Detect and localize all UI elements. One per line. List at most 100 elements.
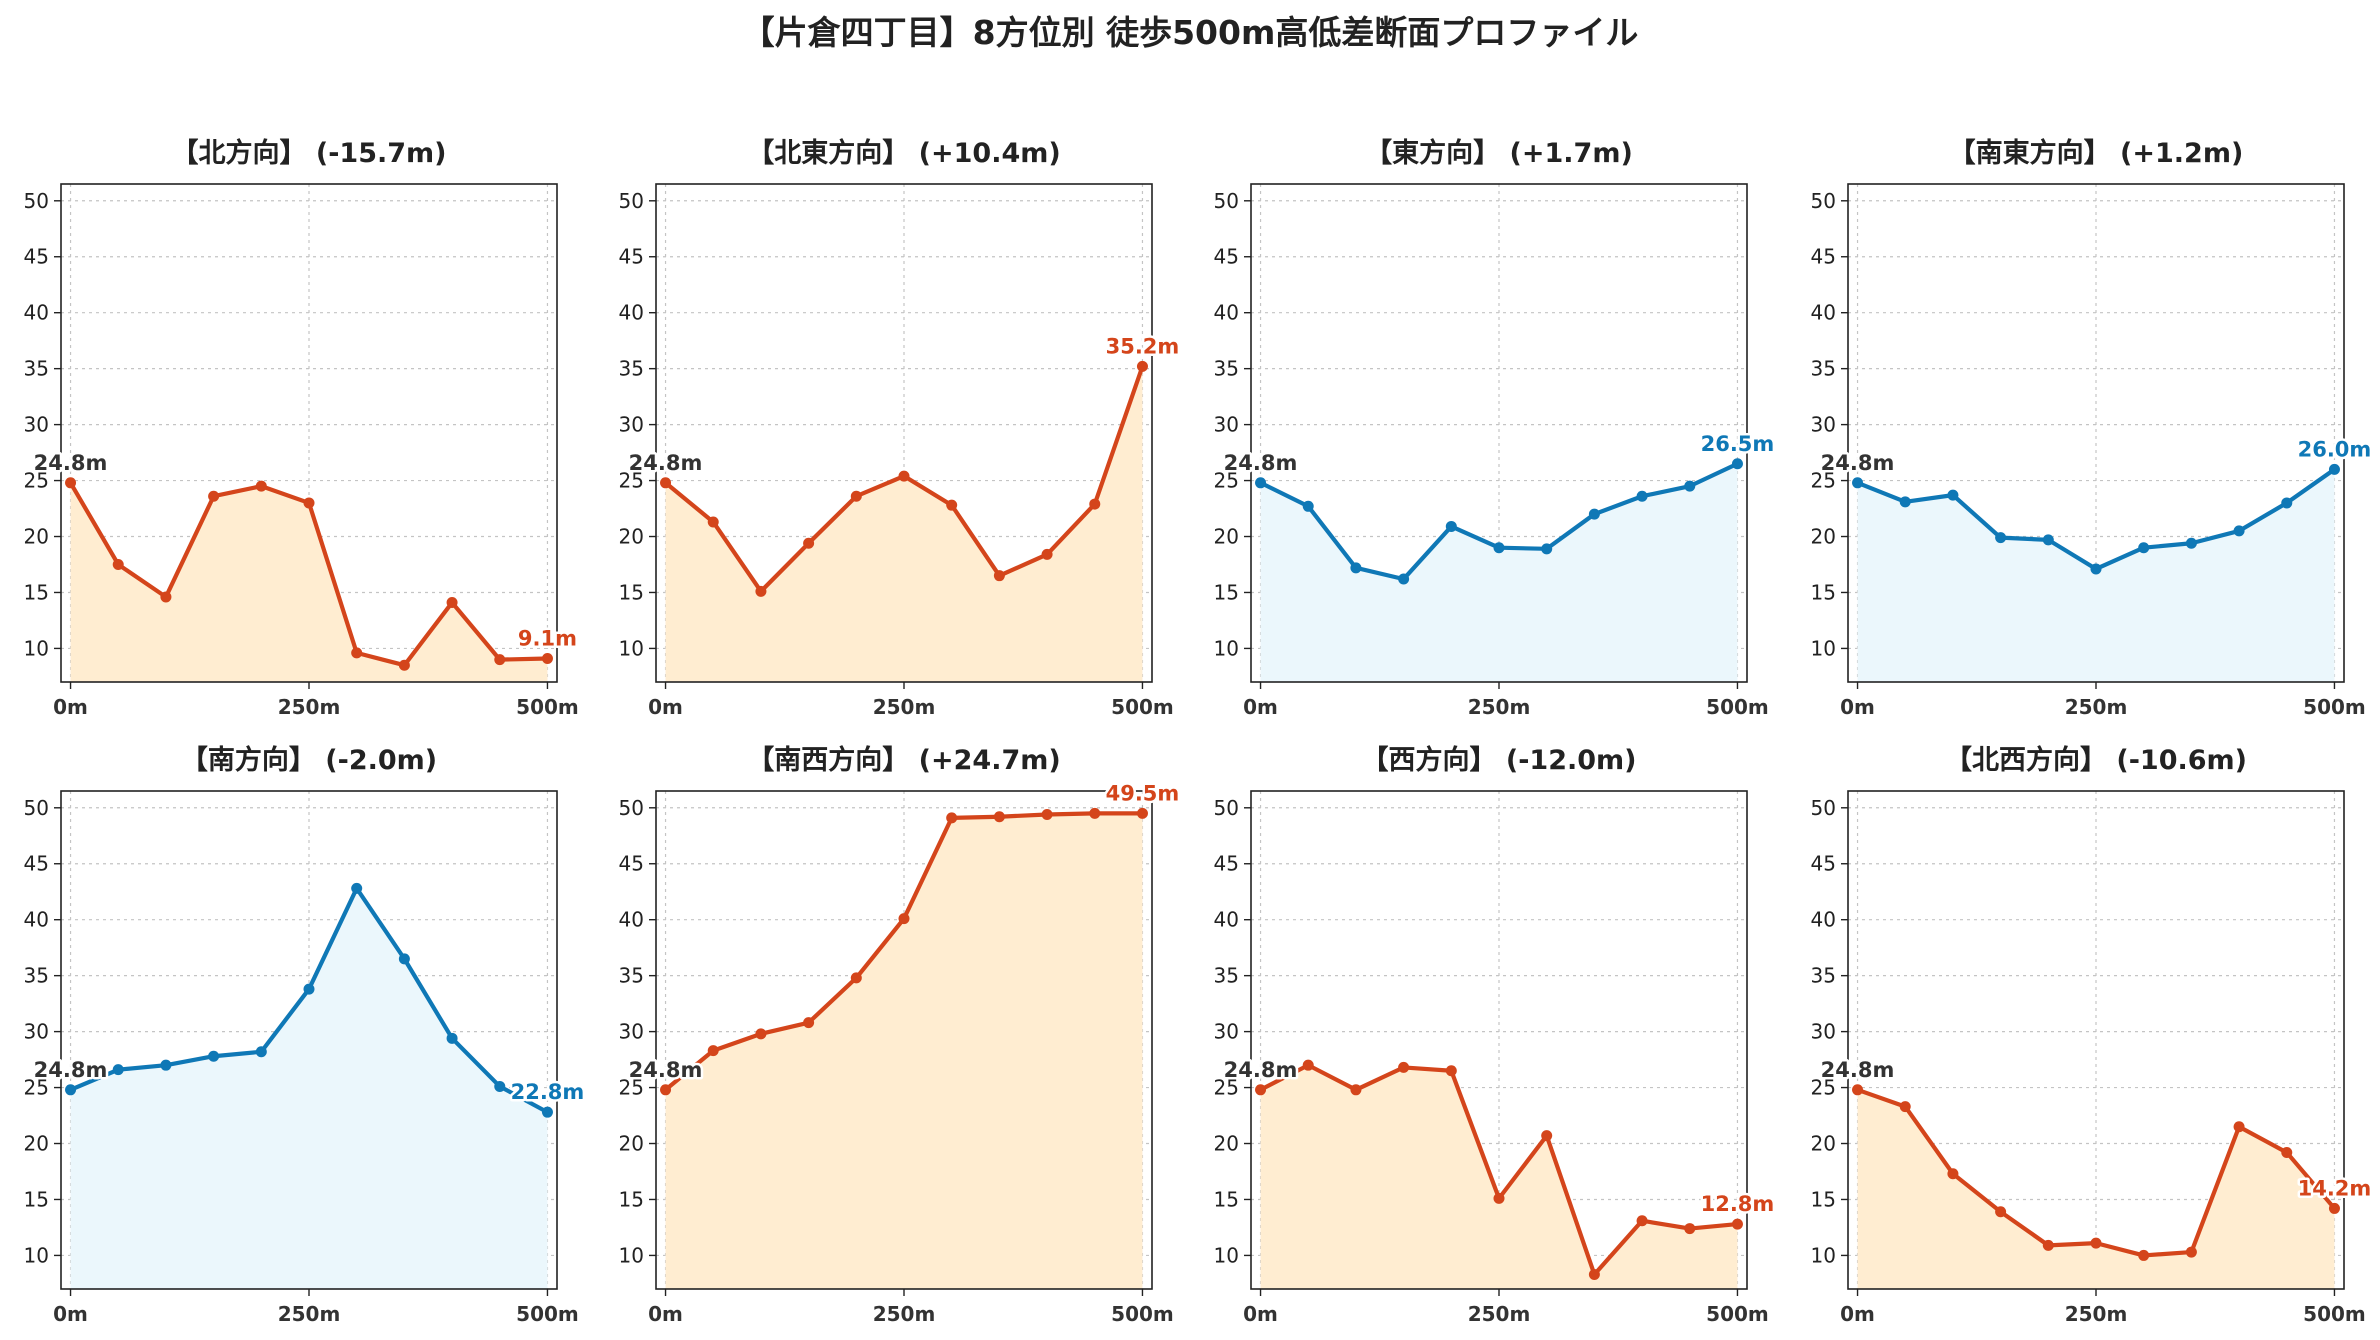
panel-title: 【北西方向】 (-10.6m) (1945, 744, 2247, 776)
y-tick-label: 15 (1811, 1187, 1836, 1211)
figure-title: 【片倉四丁目】8方位別 徒歩500m高低差断面プロファイル (742, 13, 1639, 52)
elevation-area (70, 888, 548, 1289)
y-tick-label: 30 (1214, 413, 1239, 437)
data-point (2090, 563, 2102, 575)
data-point (707, 516, 719, 528)
y-tick-label: 15 (24, 1187, 49, 1211)
y-tick-label: 10 (1214, 636, 1239, 660)
y-tick-label: 50 (1811, 796, 1836, 820)
data-point (993, 570, 1005, 582)
data-point (1995, 1206, 2007, 1218)
data-point (303, 497, 315, 509)
data-point (255, 1046, 267, 1058)
data-point (541, 652, 553, 664)
data-point (2042, 534, 2054, 546)
start-elevation-label: 24.8m (1821, 451, 1895, 475)
y-tick-label: 50 (1214, 796, 1239, 820)
end-elevation-label: 35.2m (1106, 334, 1180, 358)
data-point (494, 654, 506, 666)
y-tick-label: 10 (1811, 636, 1836, 660)
y-tick-label: 35 (619, 964, 644, 988)
data-point (208, 490, 220, 502)
data-point (446, 597, 458, 609)
x-tick-label: 0m (1840, 695, 1875, 719)
y-tick-label: 20 (24, 1132, 49, 1156)
start-elevation-label: 24.8m (1224, 451, 1298, 475)
data-point (707, 1045, 719, 1057)
data-point (2281, 497, 2293, 509)
end-elevation-label: 22.8m (511, 1080, 585, 1104)
data-point (494, 1080, 506, 1092)
y-tick-label: 45 (24, 245, 49, 269)
data-point (65, 1084, 77, 1096)
y-tick-label: 15 (619, 1187, 644, 1211)
y-tick-label: 20 (1214, 525, 1239, 549)
data-point (1636, 1215, 1648, 1227)
elevation-area (665, 366, 1143, 682)
y-tick-label: 25 (1811, 1076, 1836, 1100)
y-tick-label: 50 (1811, 189, 1836, 213)
y-tick-label: 45 (1811, 245, 1836, 269)
data-point (303, 983, 315, 995)
y-tick-label: 35 (619, 357, 644, 381)
start-elevation-label: 24.8m (1224, 1058, 1298, 1082)
x-tick-label: 0m (648, 695, 683, 719)
elevation-area (1260, 463, 1738, 682)
start-elevation-label: 24.8m (34, 451, 108, 475)
x-tick-label: 500m (1111, 695, 1174, 719)
y-tick-label: 20 (619, 525, 644, 549)
data-point (1995, 532, 2007, 544)
data-point (1398, 573, 1410, 585)
y-tick-label: 25 (1214, 1076, 1239, 1100)
x-tick-label: 250m (278, 1302, 341, 1326)
y-tick-label: 35 (1811, 964, 1836, 988)
panel-title: 【南東方向】 (+1.2m) (1949, 137, 2244, 169)
panel-title: 【西方向】 (-12.0m) (1361, 744, 1636, 776)
data-point (1684, 480, 1696, 492)
y-tick-label: 10 (619, 636, 644, 660)
data-point (2090, 1237, 2102, 1249)
data-point (1136, 360, 1148, 372)
data-point (1350, 562, 1362, 574)
data-point (1731, 1218, 1743, 1230)
data-point (112, 558, 124, 570)
data-point (1041, 809, 1053, 821)
elevation-area (665, 813, 1143, 1289)
data-point (112, 1064, 124, 1076)
x-tick-label: 0m (1243, 695, 1278, 719)
data-point (65, 477, 77, 489)
y-tick-label: 20 (1214, 1132, 1239, 1156)
end-elevation-label: 26.0m (2298, 437, 2372, 461)
y-tick-label: 50 (619, 796, 644, 820)
y-tick-label: 30 (619, 1020, 644, 1044)
y-tick-label: 20 (1811, 1132, 1836, 1156)
x-tick-label: 500m (516, 1302, 579, 1326)
data-point (1445, 1065, 1457, 1077)
y-tick-label: 40 (1214, 301, 1239, 325)
y-tick-label: 35 (24, 964, 49, 988)
y-tick-label: 45 (619, 245, 644, 269)
y-tick-label: 35 (24, 357, 49, 381)
data-point (1136, 807, 1148, 819)
data-point (803, 1017, 815, 1029)
y-tick-label: 40 (619, 908, 644, 932)
y-tick-label: 45 (1214, 852, 1239, 876)
data-point (850, 972, 862, 984)
data-point (1541, 1130, 1553, 1142)
data-point (2281, 1146, 2293, 1158)
data-point (1731, 458, 1743, 470)
y-tick-label: 30 (24, 413, 49, 437)
y-tick-label: 35 (1214, 357, 1239, 381)
y-tick-label: 50 (24, 796, 49, 820)
end-elevation-label: 12.8m (1701, 1192, 1775, 1216)
data-point (1588, 508, 1600, 520)
data-point (1398, 1061, 1410, 1073)
